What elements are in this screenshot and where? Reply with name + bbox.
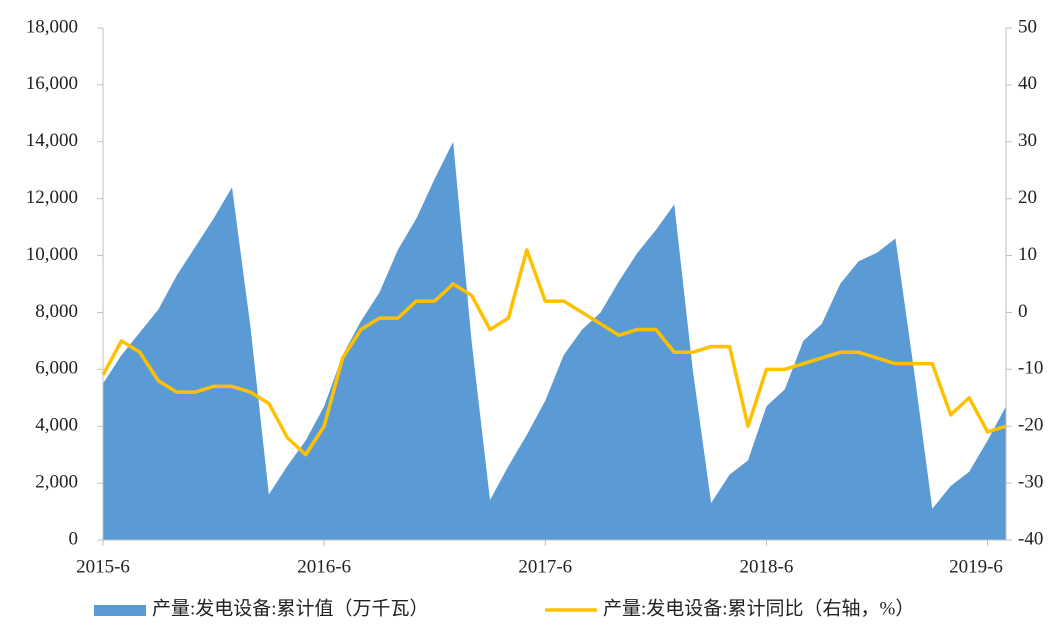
y-tick-label: 16,000	[26, 73, 78, 94]
y2-tick-label: -10	[1018, 358, 1043, 379]
y2-tick-label: 20	[1018, 187, 1037, 208]
legend-label: 产量:发电设备:累计值（万千瓦）	[152, 597, 429, 619]
y-tick-label: 10,000	[26, 244, 78, 265]
y-tick-label: 18,000	[26, 16, 78, 37]
y2-tick-label: 10	[1018, 244, 1037, 265]
y-tick-label: 0	[69, 528, 79, 549]
y2-tick-label: 30	[1018, 130, 1037, 151]
y-tick-label: 4,000	[35, 415, 78, 436]
x-tick-label: 2019-6	[949, 556, 1003, 577]
y2-tick-label: 0	[1018, 301, 1028, 322]
y-tick-label: 12,000	[26, 187, 78, 208]
x-tick-label: 2015-6	[76, 556, 130, 577]
y-tick-label: 6,000	[35, 358, 78, 379]
y-tick-label: 2,000	[35, 471, 78, 492]
x-tick-label: 2018-6	[740, 556, 794, 577]
y2-tick-label: -20	[1018, 415, 1043, 436]
x-tick-label: 2016-6	[297, 556, 351, 577]
x-tick-label: 2017-6	[518, 556, 572, 577]
y2-tick-label: -40	[1018, 528, 1043, 549]
y2-tick-label: 40	[1018, 73, 1037, 94]
y2-tick-label: -30	[1018, 471, 1043, 492]
y-tick-label: 14,000	[26, 130, 78, 151]
legend-swatch	[94, 605, 146, 616]
legend-label: 产量:发电设备:累计同比（右轴，%）	[603, 597, 914, 619]
y2-tick-label: 50	[1018, 16, 1037, 37]
y-tick-label: 8,000	[35, 301, 78, 322]
area	[103, 141, 1006, 540]
line	[101, 248, 1007, 457]
